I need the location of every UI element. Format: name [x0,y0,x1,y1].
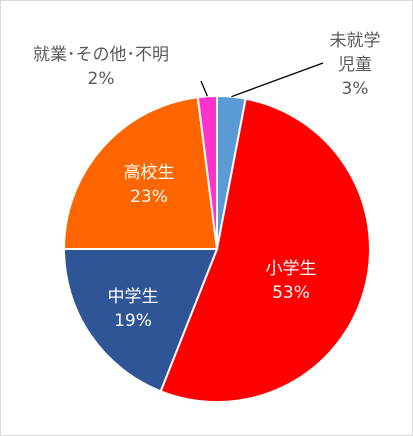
pie-slice [196,94,218,250]
label-text: 2% [87,69,115,89]
label-text: 3% [341,79,369,99]
slice-label: 小学生 53% [251,257,331,305]
label-text: 小学生 [265,259,317,279]
pie-slice [62,248,219,393]
pie-slice [159,97,371,403]
label-text: 中学生 [107,287,159,307]
label-text: 53% [272,283,310,303]
label-text: 19% [114,311,152,331]
pie-slice [62,96,219,250]
slice-label: 中学生 19% [93,285,173,333]
slice-label: 未就学児童 3% [328,29,382,101]
label-text: 未就学児童 [329,31,381,75]
label-text: 23% [130,187,168,207]
slice-label: 高校生 23% [109,161,189,209]
leader-line [231,62,324,98]
label-text: 就業･その他･不明 [33,45,169,65]
leader-line [200,80,208,97]
slice-label: 就業･その他･不明 2% [6,43,196,91]
label-text: 高校生 [123,163,175,183]
